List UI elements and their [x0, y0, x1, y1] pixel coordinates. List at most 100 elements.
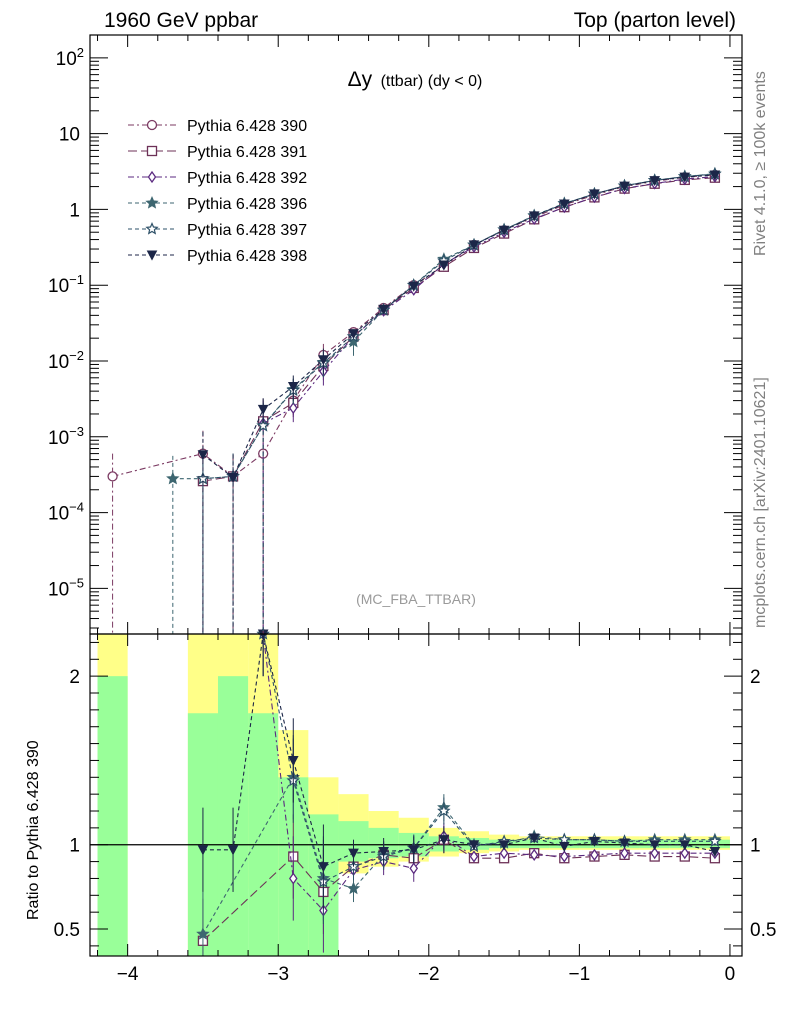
ratio-point [348, 848, 359, 859]
chart-title: Δy (ttbar) (dy < 0) [348, 68, 483, 91]
x-tick-label: 0 [725, 964, 736, 985]
ratio-point [438, 835, 450, 846]
ratio-series-397 [256, 626, 722, 924]
y-tick-label: 10−4 [48, 500, 84, 525]
ratio-point [346, 881, 361, 895]
y-tick-label: 1 [69, 200, 80, 221]
series-line [202, 173, 715, 480]
ratio-y-tick-label-left: 2 [69, 667, 80, 688]
ratio-point [619, 838, 630, 849]
data-point [197, 450, 209, 461]
ratio-series-398 [197, 629, 721, 909]
main-series-group [107, 166, 722, 634]
ratio-point [558, 841, 570, 852]
ratio-point [650, 847, 659, 860]
chart-title-sub: (ttbar) (dy < 0) [381, 73, 483, 90]
ratio-point [528, 833, 540, 844]
watermark: (MC_FBA_TTBAR) [356, 591, 476, 607]
legend: Pythia 6.428 390 Pythia 6.428 391 Pythia 6… [128, 118, 307, 265]
legend-label: Pythia 6.428 398 [187, 248, 307, 265]
ratio-point [560, 850, 569, 863]
x-tick-label: −4 [117, 964, 139, 985]
ratio-point [197, 845, 209, 856]
ratio-panel: −4 −3 −2 −1 0 2 2 1 1 0.5 0.5 Ratio to Pythia 6.42… [25, 35, 776, 985]
side-label-mcplots: mcplots.cern.ch [arXiv:2401.10621] [752, 377, 769, 628]
legend-marker [146, 145, 158, 157]
ratio-point [469, 850, 479, 863]
data-point [227, 473, 239, 484]
ratio-point [679, 840, 691, 851]
data-point [589, 189, 600, 200]
ratio-point [709, 846, 721, 858]
ratio-y-tick-label-left: 0.5 [54, 920, 80, 941]
data-point [107, 471, 118, 482]
y-tick-label: 10−5 [48, 575, 84, 600]
header-left: 1960 GeV ppbar [104, 9, 258, 32]
legend-entry: Pythia 6.428 397 [128, 221, 307, 239]
ratio-point [499, 847, 509, 860]
data-point [348, 329, 359, 340]
ratio-point [318, 862, 329, 873]
ratio-point [589, 836, 600, 847]
ratio-point [590, 848, 599, 861]
data-point [498, 225, 510, 236]
ratio-point [529, 848, 539, 861]
ratio-axes: −4 −3 −2 −1 0 2 2 1 1 0.5 0.5 [54, 35, 776, 985]
main-axes: 102 10 1 10−1 10−2 10−3 10−4 10−5 [48, 34, 743, 956]
data-point [378, 304, 389, 315]
data-point [468, 240, 480, 251]
ratio-ylabel: Ratio to Pythia 6.428 390 [25, 740, 42, 920]
ratio-y-tick-label-left: 1 [69, 836, 80, 857]
ratio-line [202, 839, 715, 942]
data-point [257, 404, 269, 415]
ratio-line [202, 775, 715, 935]
y-tick-label: 10−2 [48, 348, 84, 373]
data-point [709, 170, 721, 181]
ratio-point [620, 847, 629, 860]
data-point [256, 418, 270, 432]
data-point [318, 355, 329, 366]
header-right: Top (parton level) [574, 9, 736, 32]
data-point [166, 471, 180, 485]
legend-entry: Pythia 6.428 398 [128, 248, 307, 265]
y-tick-label: 102 [56, 45, 84, 70]
x-tick-label: −2 [418, 964, 440, 985]
series-line [172, 173, 715, 480]
ratio-point [680, 847, 690, 860]
series-390 [107, 169, 721, 634]
legend-marker [145, 195, 159, 209]
data-point [558, 199, 570, 210]
series-line [202, 174, 715, 479]
data-point [438, 260, 450, 271]
series-398 [197, 170, 721, 634]
ratio-point [227, 845, 239, 856]
plot-frame [89, 633, 743, 957]
data-point [408, 281, 420, 292]
series-391 [197, 172, 721, 634]
data-point [679, 172, 691, 183]
ratio-point [408, 845, 420, 856]
legend-label: Pythia 6.428 397 [187, 222, 307, 239]
data-point [287, 382, 299, 393]
ratio-point [196, 927, 210, 940]
chart-title-main: Δy [348, 68, 373, 91]
ratio-point [378, 846, 389, 858]
ratio-point [468, 840, 480, 851]
ratio-series-group [196, 626, 722, 956]
ratio-point [498, 840, 510, 851]
legend-entry: Pythia 6.428 396 [128, 195, 307, 213]
ratio-band-green [248, 713, 279, 956]
main-panel: 102 10 1 10−1 10−2 10−3 10−4 10−5 Δy (ttbar) (d… [48, 34, 743, 956]
ratio-point [437, 803, 451, 817]
ratio-point [708, 834, 722, 848]
ratio-band-green [97, 676, 128, 956]
ratio-line [202, 633, 716, 868]
data-point [619, 181, 630, 192]
y-tick-label: 10 [59, 125, 80, 146]
x-tick-label: −1 [569, 964, 591, 985]
side-label-rivet: Rivet 4.1.0, ≥ 100k events [752, 71, 769, 256]
legend-entry: Pythia 6.428 391 [128, 144, 307, 161]
ratio-point [409, 862, 419, 875]
ratio-point [287, 755, 299, 767]
